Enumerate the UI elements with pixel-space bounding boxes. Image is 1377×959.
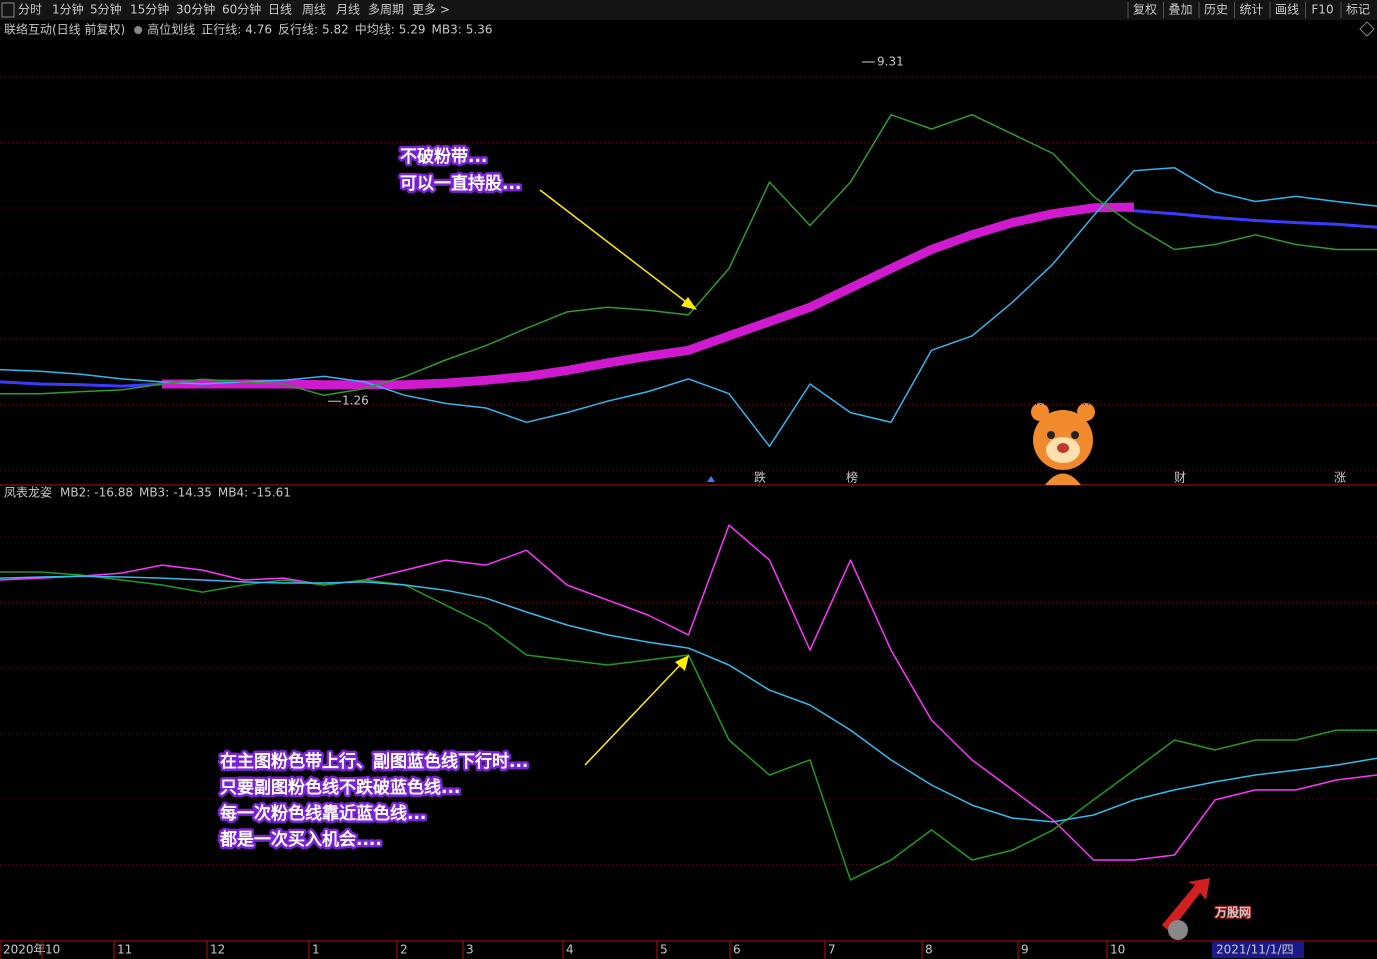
annotation-arrow [584,662,683,766]
panel-title: 联络互动(日线 前复权) [4,22,125,37]
period-tab[interactable]: 5分钟 [90,2,122,17]
x-tick-label: 3 [466,943,474,957]
annotation: 在主图粉色带上行、副图蓝色线下行时... [220,751,528,772]
period-tab[interactable]: 更多 > [412,3,450,17]
series-line [0,524,1377,861]
tool-button[interactable]: 历史 [1204,3,1228,17]
period-tab[interactable]: 15分钟 [130,2,169,17]
annotation: 可以一直持股... [400,173,521,194]
indicator-name: 高位划线 [147,22,195,37]
legend-value: -14.35 [173,486,212,500]
legend-name: 正行线: [201,23,241,37]
series-line [0,575,1377,823]
period-tab[interactable]: 1分钟 [52,2,84,17]
event-marker[interactable]: 跌 [754,470,766,485]
date-box-bg [1212,942,1304,958]
period-tab[interactable]: 分时 [18,3,42,17]
toolbar-icon[interactable] [1,2,15,18]
watermark: 万股网 [1214,905,1251,920]
period-tab[interactable]: 60分钟 [222,2,261,17]
legend-value: 4.76 [245,23,272,37]
annotation: 只要副图粉色线不跌破蓝色线... [220,777,460,798]
tool-button[interactable]: 画线 [1275,3,1299,17]
x-tick-label: 10 [1110,943,1125,957]
x-tick-label: 12 [210,943,225,957]
x-tick-label: 2020年 [3,943,46,957]
indicator-icon[interactable] [134,26,143,34]
legend-value: -16.88 [94,486,133,500]
period-tab[interactable]: 多周期 [368,3,404,17]
legend-name: MB3: [432,23,462,37]
high-label: 9.31 [877,55,904,69]
x-tick-label: 2 [400,943,408,957]
legend-value: 5.82 [322,23,349,37]
arrow-head [681,297,697,310]
x-tick-label: 9 [1021,943,1029,957]
toolbar [0,0,1377,20]
x-tick-label: 5 [660,943,668,957]
tool-button[interactable]: 叠加 [1168,3,1192,17]
series-line [162,202,1135,390]
arrow-head [675,655,689,671]
legend-value: 5.29 [399,23,426,37]
tool-button[interactable]: 复权 [1133,3,1157,17]
legend-name: 反行线: [278,23,318,37]
x-tick-label: 4 [566,943,574,957]
legend-name: MB3: [139,486,169,500]
low-label: 1.26 [342,394,369,408]
tool-button[interactable]: 标记 [1346,3,1370,17]
annotation-arrow [539,189,691,306]
event-marker[interactable]: 财 [1174,471,1186,485]
x-tick-label: 10 [45,943,60,957]
legend-value: 5.36 [466,23,493,37]
period-tab[interactable]: 日线 [268,3,292,17]
legend-name: MB2: [60,486,90,500]
annotation: 每一次粉色线靠近蓝色线... [220,803,426,824]
x-tick-label: 7 [828,943,836,957]
tool-button[interactable]: 统计 [1239,3,1263,17]
event-arrow [707,476,715,482]
x-tick-label: 1 [312,943,320,957]
x-tick-label: 6 [733,943,741,957]
legend-value: -15.61 [252,486,291,500]
period-tab[interactable]: 月线 [336,3,360,17]
expand-icon[interactable] [1359,21,1375,37]
x-tick-label: 8 [925,943,933,957]
tool-button[interactable]: F10 [1311,3,1333,17]
event-marker[interactable]: 榜 [846,470,858,485]
event-marker[interactable]: 涨 [1334,470,1346,485]
series-line [0,571,1377,881]
annotation: 都是一次买入机会.... [219,829,382,850]
series-line [0,167,1377,448]
legend-name: MB4: [218,486,248,500]
series-line [0,113,1377,397]
annotation: 不破粉带... [400,146,487,167]
watermark-logo [1162,878,1210,940]
period-tab[interactable]: 30分钟 [176,2,215,17]
legend-name: 中均线: [355,22,395,37]
mascot [1031,403,1095,485]
period-tab[interactable]: 周线 [302,3,326,17]
panel-title: 凤表龙姿 [4,486,52,500]
x-tick-label: 11 [117,943,132,957]
date-box: 2021/11/1/四 [1216,943,1294,957]
